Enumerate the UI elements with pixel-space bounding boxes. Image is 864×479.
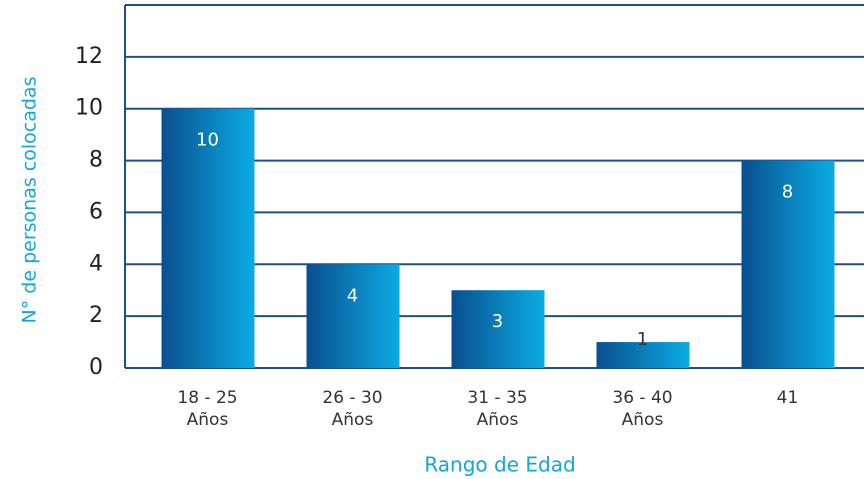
bar xyxy=(596,342,690,368)
x-tick-label: 36 - 40 Años xyxy=(612,388,672,430)
y-tick-label: 4 xyxy=(89,251,103,276)
x-tick-label: 41 xyxy=(777,388,799,408)
x-tick-label: 31 - 35 Años xyxy=(467,388,527,430)
y-tick-label: 12 xyxy=(75,44,103,69)
y-tick-label: 10 xyxy=(75,96,103,121)
y-tick-label: 8 xyxy=(89,148,103,173)
data-label: 4 xyxy=(347,285,358,306)
y-tick-label: 0 xyxy=(89,355,103,380)
bar xyxy=(306,264,400,368)
data-label: 10 xyxy=(196,130,219,151)
x-tick-label-line: Años xyxy=(332,410,374,430)
bar xyxy=(741,160,835,368)
bar xyxy=(161,108,255,368)
x-axis-label: Rango de Edad xyxy=(424,453,575,477)
x-tick-label-line: Años xyxy=(187,410,229,430)
y-tick-label: 6 xyxy=(89,199,103,224)
x-tick-label-line: 41 xyxy=(777,388,799,408)
x-tick-label: 26 - 30 Años xyxy=(322,388,382,430)
x-tick-label-line: 18 - 25 xyxy=(177,388,237,408)
x-tick-label-line: 36 - 40 xyxy=(612,388,672,408)
x-tick-label-line: Años xyxy=(622,410,664,430)
x-tick-label-line: 26 - 30 xyxy=(322,388,382,408)
x-tick-label-line: Años xyxy=(477,410,519,430)
x-tick-label: 18 - 25 Años xyxy=(177,388,237,430)
bar xyxy=(451,290,545,368)
x-tick-label-line: 31 - 35 xyxy=(467,388,527,408)
y-tick-label: 2 xyxy=(89,303,103,328)
data-label: 1 xyxy=(637,329,648,350)
data-label: 3 xyxy=(492,311,503,332)
y-axis-label: N° de personas colocadas xyxy=(19,77,41,324)
data-label: 8 xyxy=(782,182,793,203)
